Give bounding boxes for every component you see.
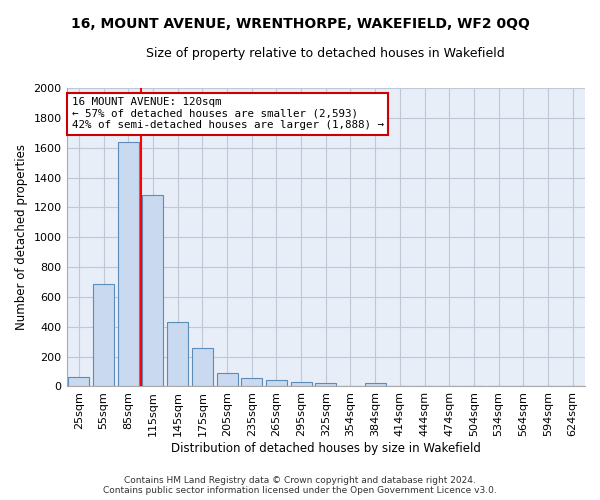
Text: 16 MOUNT AVENUE: 120sqm
← 57% of detached houses are smaller (2,593)
42% of semi: 16 MOUNT AVENUE: 120sqm ← 57% of detache… <box>72 97 384 130</box>
Title: Size of property relative to detached houses in Wakefield: Size of property relative to detached ho… <box>146 48 505 60</box>
Y-axis label: Number of detached properties: Number of detached properties <box>15 144 28 330</box>
Text: 16, MOUNT AVENUE, WRENTHORPE, WAKEFIELD, WF2 0QQ: 16, MOUNT AVENUE, WRENTHORPE, WAKEFIELD,… <box>71 18 529 32</box>
Bar <box>315 384 336 386</box>
Bar <box>241 378 262 386</box>
Bar <box>192 348 213 387</box>
Bar <box>142 194 163 386</box>
Bar <box>365 384 386 386</box>
Bar <box>118 142 139 386</box>
Bar <box>68 377 89 386</box>
Bar <box>217 373 238 386</box>
Bar <box>93 284 114 387</box>
Bar <box>266 380 287 386</box>
X-axis label: Distribution of detached houses by size in Wakefield: Distribution of detached houses by size … <box>171 442 481 455</box>
Text: Contains HM Land Registry data © Crown copyright and database right 2024.
Contai: Contains HM Land Registry data © Crown c… <box>103 476 497 495</box>
Bar <box>167 322 188 386</box>
Bar <box>290 382 311 386</box>
